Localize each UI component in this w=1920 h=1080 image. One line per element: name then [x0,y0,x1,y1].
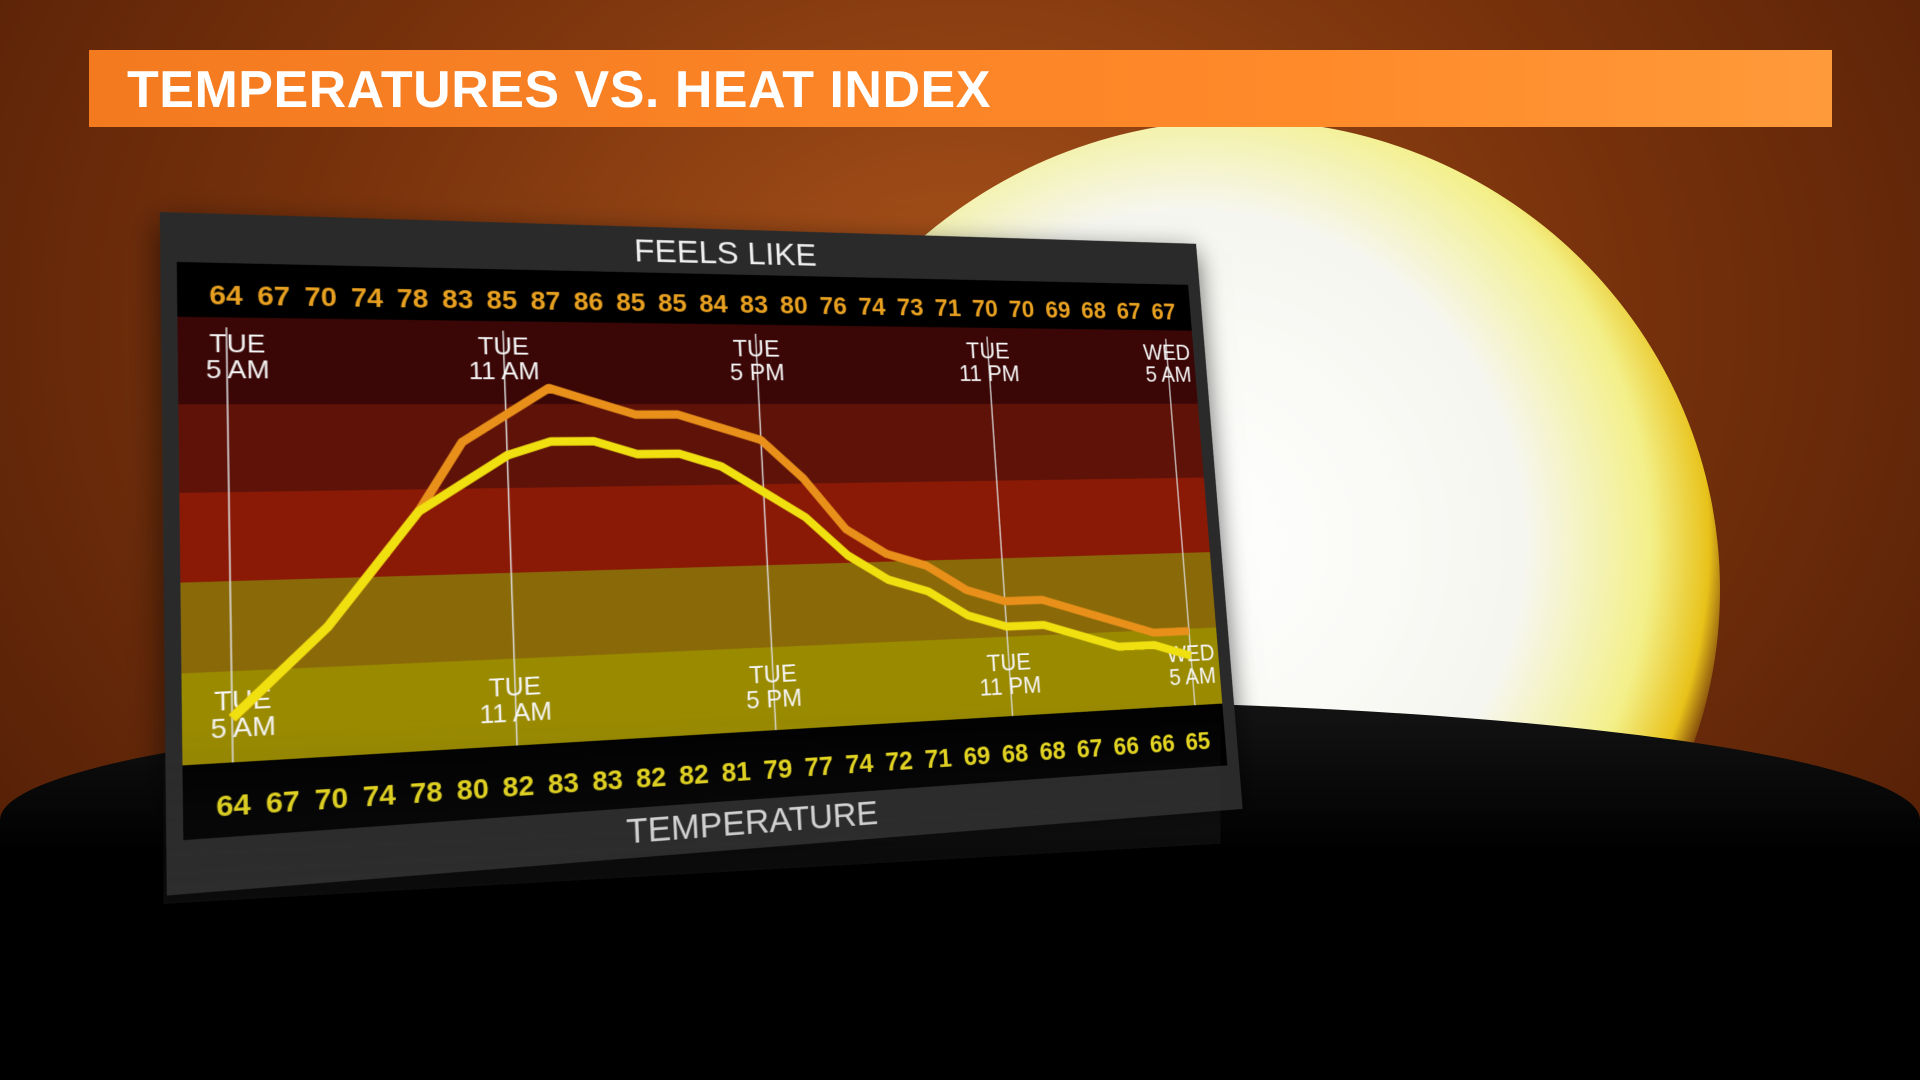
time-label-top-time: 5 PM [729,360,785,386]
temperature-value-label: 67 [1076,733,1104,763]
time-label-top-day: TUE [477,333,529,361]
feels-like-value-label: 84 [699,289,729,318]
time-label-bottom-day: TUE [488,672,541,703]
temperature-value-label: 82 [502,769,535,803]
temperature-value-label: 68 [1039,735,1067,766]
time-label-bottom-day: TUE [986,649,1031,677]
time-label-bottom-time: 5 PM [746,684,803,714]
temperature-value-label: 70 [314,781,348,816]
time-label-top-day: WED [1142,341,1191,365]
feels-like-value-label: 70 [1008,295,1035,323]
temperature-value-label: 78 [410,775,443,810]
feels-like-value-label: 70 [971,294,999,322]
feels-like-strip [176,261,1192,331]
feels-like-value-label: 74 [858,292,887,320]
time-label-top-day: TUE [732,336,780,362]
feels-like-value-label: 80 [779,290,808,319]
time-label-top-time: 5 AM [1145,363,1193,387]
temperature-value-label: 72 [884,745,913,777]
time-label-top-time: 11 AM [468,358,540,386]
feels-like-value-label: 86 [573,286,604,316]
feels-like-value-label: 78 [397,283,429,314]
temperature-value-label: 68 [1001,738,1029,769]
time-label-bottom-day: TUE [748,660,797,689]
temperature-value-label: 66 [1113,731,1140,761]
temperature-value-label: 81 [721,755,752,788]
feels-like-value-label: 85 [486,285,518,315]
feels-like-value-label: 67 [257,280,291,312]
feels-like-value-label: 83 [739,290,768,319]
time-label-top-time: 5 AM [206,356,270,385]
time-label-top-day: TUE [209,330,265,359]
temperature-value-label: 71 [924,743,953,774]
feels-like-value-label: 64 [209,279,244,311]
time-label-bottom-time: 11 PM [979,672,1042,701]
feels-like-value-label: 85 [616,287,646,317]
temperature-value-label: 67 [266,784,301,819]
temperature-value-label: 69 [963,740,992,771]
feels-like-value-label: 71 [934,294,962,322]
feels-like-value-label: 87 [530,285,561,315]
time-label-top-day: TUE [966,339,1011,364]
temperature-value-label: 83 [592,764,624,797]
feels-like-title: FEELS LIKE [633,232,817,273]
heat-band [178,403,1204,494]
feels-like-value-label: 73 [896,293,924,321]
temperature-value-label: 65 [1184,726,1211,756]
heat-band [177,316,1198,406]
feels-like-value-label: 70 [304,281,337,312]
panel-reflection [163,696,1221,904]
feels-like-value-label: 67 [1150,298,1176,325]
title-bar: TEMPERATURES VS. HEAT INDEX [89,50,1832,127]
time-label-bottom-time: 11 AM [479,697,552,729]
temperature-value-label: 74 [362,778,397,813]
temperature-value-label: 64 [216,787,252,823]
temperature-value-label: 79 [763,753,793,785]
feels-like-value-label: 85 [657,288,687,317]
heat-band [179,477,1210,584]
page-title: TEMPERATURES VS. HEAT INDEX [127,61,991,119]
time-label-bottom-day: WED [1166,640,1216,667]
time-label-top-time: 11 PM [958,361,1020,386]
feels-like-value-label: 67 [1116,297,1142,324]
feels-like-value-label: 83 [442,284,474,315]
temperature-value-label: 82 [678,758,709,791]
feels-like-value-label: 69 [1044,296,1071,323]
feels-like-value-label: 74 [351,282,384,313]
time-label-bottom-time: 5 AM [210,711,276,744]
temperature-value-label: 82 [635,761,666,794]
time-label-bottom-time: 5 AM [1168,663,1216,691]
temperature-value-label: 83 [547,766,579,800]
temperature-value-label: 74 [844,748,874,780]
feels-like-value-label: 76 [819,291,848,320]
chart-stage: FEELS LIKE TUE 5 AM TUE 5 AM TUE 11 AM TUE 11 A… [159,200,1360,904]
temperature-value-label: 80 [456,772,489,806]
temperature-value-label: 66 [1149,728,1176,758]
feels-like-value-label: 68 [1080,296,1107,323]
temperature-value-label: 77 [804,750,834,782]
chart-panel: FEELS LIKE TUE 5 AM TUE 5 AM TUE 11 AM TUE 11 A… [159,211,1243,896]
